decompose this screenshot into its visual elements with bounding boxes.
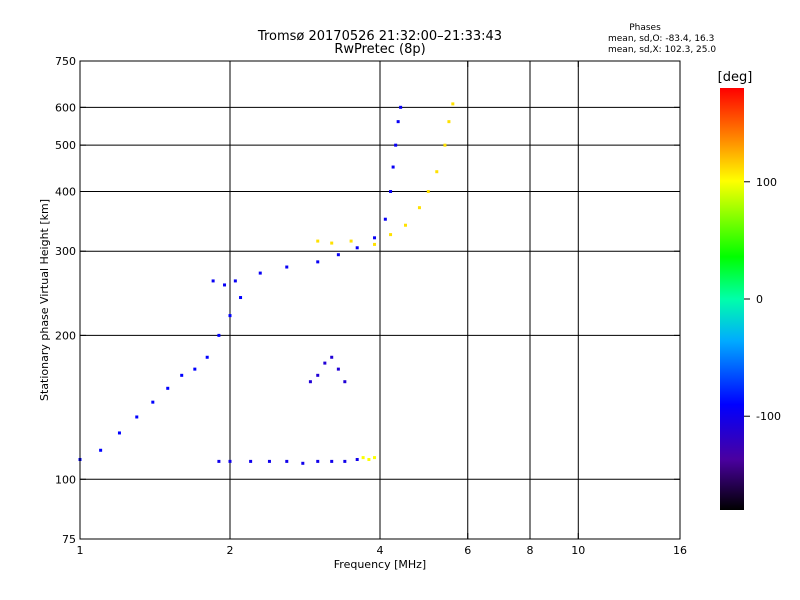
data-point xyxy=(391,165,395,169)
x-tick-label: 2 xyxy=(227,544,234,557)
y-axis-ticks: 75 100 200 300 400 500 600 750 xyxy=(55,55,680,546)
chart-subtitle: RwPretec (8p) xyxy=(334,42,425,57)
data-point xyxy=(228,459,232,463)
colorbar-tick-label: -100 xyxy=(756,410,781,423)
colorbar-tick-label: 100 xyxy=(756,176,777,189)
x-axis-ticks: 1 2 4 6 8 10 16 xyxy=(77,61,687,557)
data-point xyxy=(193,367,197,371)
data-point xyxy=(301,461,305,465)
y-tick-label: 100 xyxy=(55,473,76,486)
data-point xyxy=(349,239,353,243)
data-point xyxy=(343,380,347,384)
data-point xyxy=(355,457,359,461)
data-point xyxy=(343,459,347,463)
data-point xyxy=(180,373,184,377)
data-point xyxy=(316,373,320,377)
y-tick-label: 750 xyxy=(55,55,76,68)
stats-line-x: mean, sd,X: 102.3, 25.0 xyxy=(608,45,716,55)
y-tick-label: 75 xyxy=(62,533,76,546)
colorbar-ticks: 100 0 -100 xyxy=(744,176,781,423)
data-point xyxy=(151,400,155,404)
y-tick-label: 400 xyxy=(55,185,76,198)
data-point xyxy=(217,333,221,337)
data-point xyxy=(403,223,407,227)
x-tick-label: 4 xyxy=(377,544,384,557)
chart-title: Tromsø 20170526 21:32:00–21:33:43 xyxy=(257,29,502,44)
y-tick-label: 600 xyxy=(55,101,76,114)
data-point xyxy=(285,265,289,269)
colorbar-tick-label: 0 xyxy=(756,293,763,306)
data-point xyxy=(217,459,221,463)
data-point xyxy=(383,217,387,221)
data-point xyxy=(308,380,312,384)
data-point xyxy=(330,241,334,245)
x-tick-label: 6 xyxy=(464,544,471,557)
data-point xyxy=(417,206,421,210)
data-point xyxy=(336,367,340,371)
data-point xyxy=(135,415,139,419)
stats-header: Phases xyxy=(629,23,661,33)
y-tick-label: 200 xyxy=(55,329,76,342)
data-point xyxy=(389,233,393,237)
data-point xyxy=(336,253,340,257)
data-point xyxy=(355,246,359,250)
colorbar xyxy=(720,88,744,510)
data-point xyxy=(373,236,377,240)
stats-line-o: mean, sd,O: -83.4, 16.3 xyxy=(608,34,714,44)
data-point xyxy=(451,102,455,106)
data-point xyxy=(367,457,371,461)
data-point xyxy=(389,189,393,193)
x-axis-label: Frequency [MHz] xyxy=(334,558,426,571)
data-point xyxy=(223,283,227,287)
colorbar-label: [deg] xyxy=(718,70,753,85)
y-tick-label: 500 xyxy=(55,139,76,152)
x-tick-label: 8 xyxy=(527,544,534,557)
data-point xyxy=(361,456,365,460)
data-point xyxy=(205,355,209,359)
x-tick-label: 10 xyxy=(571,544,585,557)
data-point xyxy=(323,361,327,365)
data-point xyxy=(99,448,103,452)
data-point xyxy=(117,431,121,435)
data-point xyxy=(373,456,377,460)
data-point xyxy=(258,271,262,275)
data-point xyxy=(233,279,237,283)
data-point xyxy=(399,105,403,109)
x-tick-label: 1 xyxy=(77,544,84,557)
scatter-points xyxy=(78,102,455,465)
y-tick-label: 300 xyxy=(55,245,76,258)
x-tick-label: 16 xyxy=(673,544,687,557)
data-point xyxy=(316,239,320,243)
data-point xyxy=(316,459,320,463)
data-point xyxy=(166,386,170,390)
data-point xyxy=(394,143,398,147)
data-point xyxy=(267,459,271,463)
data-point xyxy=(211,279,215,283)
data-point xyxy=(330,459,334,463)
data-point xyxy=(443,143,447,147)
data-point xyxy=(447,120,451,124)
data-point xyxy=(373,242,377,246)
data-point xyxy=(239,296,243,300)
grid-lines xyxy=(80,61,680,539)
data-point xyxy=(249,459,253,463)
data-point xyxy=(396,120,400,124)
data-point xyxy=(330,355,334,359)
data-point xyxy=(426,189,430,193)
data-point xyxy=(228,314,232,318)
data-point xyxy=(316,260,320,264)
y-axis-label: Stationary phase Virtual Height [km] xyxy=(38,199,51,401)
data-point xyxy=(435,170,439,174)
data-point xyxy=(285,459,289,463)
